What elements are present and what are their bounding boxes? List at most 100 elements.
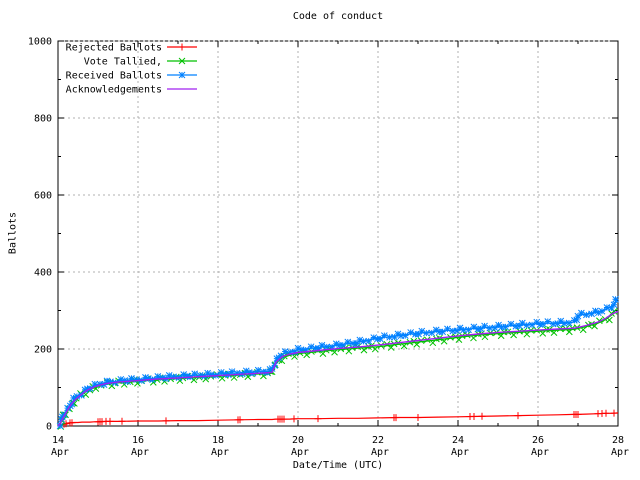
data-point-marker [422, 329, 430, 337]
data-point-marker [280, 415, 288, 423]
svg-text:24: 24 [452, 435, 464, 446]
data-point-marker [376, 335, 384, 343]
data-point-marker [428, 329, 436, 337]
data-point-marker [478, 412, 486, 420]
data-point-marker [145, 375, 152, 382]
legend-item-red: Rejected Ballots [66, 43, 197, 54]
data-point-marker [387, 344, 395, 351]
series-purple [57, 310, 619, 427]
data-point-marker [360, 346, 368, 354]
data-point-marker [190, 376, 198, 384]
data-point-marker [228, 368, 236, 375]
data-point-marker [191, 370, 199, 378]
data-point-marker [154, 373, 162, 380]
svg-text:14: 14 [52, 435, 64, 446]
legend-label: Rejected Ballots [66, 43, 162, 54]
legend-label: Received Ballots [66, 71, 162, 82]
data-point-marker [118, 417, 126, 425]
data-point-marker [401, 332, 409, 339]
data-point-marker [380, 332, 388, 339]
data-point-marker [481, 322, 488, 330]
svg-text:22: 22 [372, 435, 384, 446]
svg-text:1000: 1000 [28, 37, 52, 48]
svg-text:800: 800 [34, 114, 52, 125]
data-point-marker [371, 345, 379, 353]
legend-label: Acknowledgements [66, 85, 162, 96]
svg-text:Apr: Apr [531, 447, 549, 458]
data-point-marker [133, 376, 141, 383]
data-point-marker [565, 328, 573, 336]
data-point-marker [178, 57, 186, 65]
data-point-marker [339, 342, 347, 349]
data-point-marker [598, 307, 606, 315]
data-point-marker [523, 321, 531, 329]
data-point-marker [314, 415, 322, 423]
data-point-marker [565, 319, 573, 327]
data-point-marker [477, 325, 485, 333]
data-point-marker [365, 337, 373, 345]
data-point-marker [602, 409, 610, 417]
data-point-marker [244, 373, 252, 381]
svg-text:400: 400 [34, 268, 52, 279]
tick-labels: 0200400600800100014Apr16Apr18Apr20Apr22A… [28, 37, 629, 459]
svg-text:18: 18 [212, 435, 224, 446]
data-point-marker [377, 342, 385, 349]
gridlines [58, 41, 618, 426]
data-point-marker [444, 325, 451, 333]
data-point-marker [582, 311, 590, 319]
data-point-marker [290, 415, 298, 423]
series-red [57, 409, 619, 428]
data-point-marker [178, 71, 186, 79]
data-point-marker [470, 334, 477, 342]
legend-item-green: Vote Tallied, [84, 57, 197, 68]
data-point-marker [610, 409, 618, 417]
data-point-marker [510, 331, 517, 339]
svg-text:Apr: Apr [291, 447, 309, 458]
data-point-marker [497, 332, 505, 340]
data-point-marker [331, 348, 338, 356]
data-point-marker [236, 416, 244, 424]
data-point-marker [491, 324, 499, 332]
data-point-marker [178, 43, 186, 51]
data-point-marker [465, 326, 472, 334]
svg-text:20: 20 [292, 435, 304, 446]
data-point-marker [414, 414, 422, 422]
data-point-marker [406, 338, 414, 346]
data-point-marker [502, 323, 509, 331]
data-point-marker [588, 310, 595, 318]
data-point-marker [391, 333, 398, 341]
data-point-marker [230, 374, 238, 381]
svg-text:Apr: Apr [211, 447, 229, 458]
data-point-marker [481, 333, 489, 341]
legend: Rejected Ballots Vote Tallied, Received Ba… [66, 43, 197, 96]
svg-text:Apr: Apr [611, 447, 629, 458]
data-point-marker [107, 378, 114, 386]
data-point-marker [550, 329, 558, 336]
svg-text:26: 26 [532, 435, 544, 446]
data-point-marker [162, 417, 170, 425]
svg-text:28: 28 [612, 435, 624, 446]
svg-text:Apr: Apr [51, 447, 69, 458]
data-point-marker [460, 326, 467, 334]
data-point-marker [486, 324, 494, 332]
data-point-marker [106, 417, 114, 425]
data-point-marker [612, 295, 619, 303]
data-point-marker [544, 318, 552, 325]
svg-text:200: 200 [34, 345, 52, 356]
legend-item-purple: Acknowledgements [66, 85, 197, 96]
data-point-marker [440, 337, 448, 345]
legend-item-blue: Received Ballots [66, 71, 197, 82]
data-point-marker [574, 410, 582, 418]
data-point-marker [68, 419, 76, 427]
data-point-marker [165, 372, 173, 379]
data-point-marker [610, 301, 618, 309]
svg-text:Apr: Apr [371, 447, 389, 458]
y-axis-label: Ballots [7, 211, 19, 255]
x-axis-label: Date/Time (UTC) [292, 460, 384, 471]
chart-title: Code of conduct [292, 11, 384, 22]
data-point-marker [392, 414, 400, 422]
data-point-marker [360, 338, 367, 345]
svg-text:600: 600 [34, 191, 52, 202]
